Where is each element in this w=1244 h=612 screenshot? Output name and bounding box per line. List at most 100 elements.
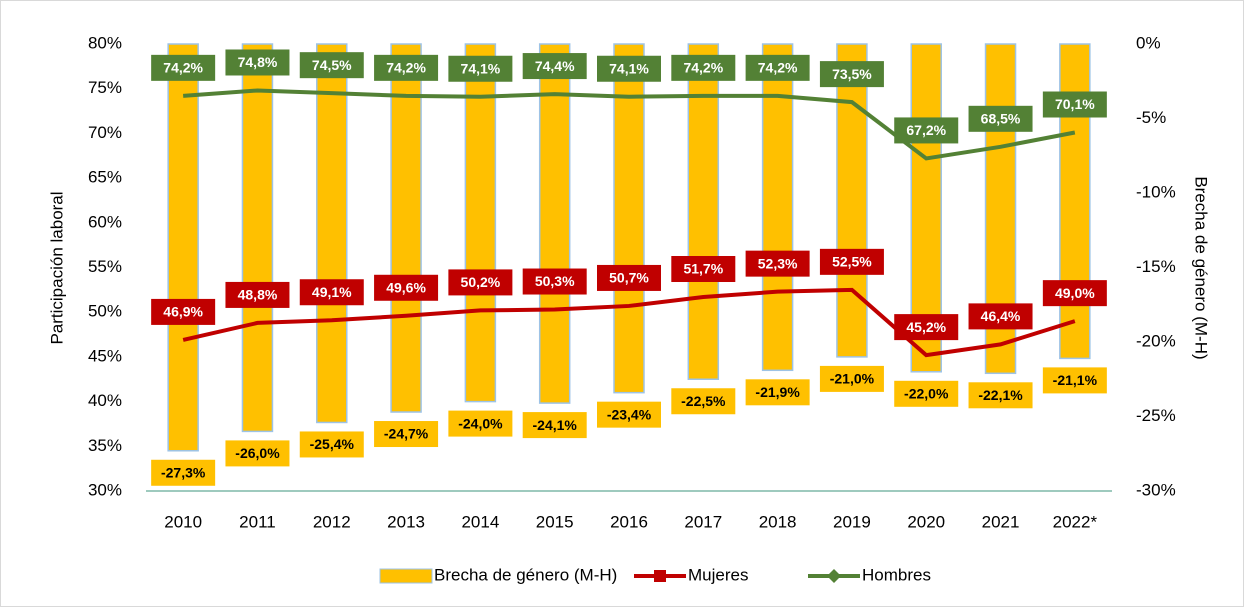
y-tick-label: 75% [88,78,122,97]
y-tick-label: 60% [88,212,122,231]
y2-axis-title: Brecha de género (M-H) [1192,176,1211,359]
data-label-box [522,53,587,80]
x-tick-label: 2017 [684,512,722,531]
data-label-box [151,54,216,81]
data-label: 46,9% [163,304,203,320]
data-label: 74,5% [312,57,352,73]
data-label: 73,5% [832,66,872,82]
bar [390,43,422,413]
y-tick-label: 65% [88,168,122,187]
bar [316,43,348,424]
legend-swatch [379,568,433,584]
data-label-box [968,382,1033,409]
data-label: -21,0% [830,371,875,387]
data-label: 46,4% [981,308,1021,324]
data-label-box [819,248,884,275]
y-tick-label: 70% [88,123,122,142]
data-label-box [597,401,661,428]
data-label: -24,0% [458,415,503,431]
data-label-box [597,264,661,291]
y-tick-label: 45% [88,346,122,365]
data-label: 50,7% [609,270,649,286]
y2-tick-label: -15% [1136,257,1176,276]
line [183,88,1076,161]
data-label-box [894,117,959,144]
data-label-box [225,49,290,76]
data-label-box [745,54,810,81]
bar [613,43,645,394]
data-label: -22,0% [904,386,949,402]
y2-tick-label: -20% [1136,331,1176,350]
data-label: 74,4% [535,58,575,74]
data-label-box [448,410,513,437]
data-label-box [1042,280,1107,307]
bar [241,43,274,433]
data-label-box [597,55,661,82]
data-label: -24,7% [384,426,429,442]
data-label: 68,5% [981,111,1021,127]
data-label-box [374,54,439,81]
data-label: 74,1% [461,60,501,76]
x-tick-label: 2012 [313,512,351,531]
data-label: 52,3% [758,255,798,271]
y2-tick-label: 0% [1136,33,1161,52]
bar [836,43,868,358]
data-label: 49,0% [1055,285,1095,301]
data-label-box [299,52,364,79]
data-label-box [299,431,364,458]
data-label: 74,2% [386,60,426,76]
data-label-box [225,281,290,308]
data-label-box [448,269,513,296]
data-label-box [894,380,959,407]
data-label-box [745,250,810,277]
data-label-box [522,268,587,295]
data-label-box [671,388,736,415]
y2-tick-label: -30% [1136,480,1176,499]
data-label: 52,5% [832,254,872,270]
data-label: 49,1% [312,284,352,300]
x-tick-label: 2014 [461,512,499,531]
data-label: 51,7% [683,261,723,277]
legend-marker [654,570,666,582]
data-label-box [522,412,587,439]
legend-label: Mujeres [688,565,748,584]
legend-label: Brecha de género (M-H) [434,565,617,584]
data-label: 50,3% [535,273,575,289]
y-tick-label: 30% [88,480,122,499]
legend-marker [827,569,841,583]
y2-tick-label: -10% [1136,182,1176,201]
x-tick-label: 2013 [387,512,425,531]
bar [687,43,720,380]
data-label: -22,5% [681,393,726,409]
line [182,287,1076,358]
data-label: 74,1% [609,60,649,76]
bar [167,43,199,452]
data-label: 67,2% [906,122,946,138]
data-label-box [1042,367,1107,394]
bar [538,43,571,404]
y-tick-label: 55% [88,257,122,276]
bar [761,43,794,372]
y-tick-label: 80% [88,33,122,52]
legend-label: Hombres [862,565,931,584]
y-tick-label: 40% [88,391,122,410]
data-label: 70,1% [1055,96,1095,112]
x-tick-label: 2020 [907,512,945,531]
data-label-box [819,61,884,88]
data-label-box [374,274,439,301]
data-label-box [1042,91,1107,118]
y2-tick-label: -25% [1136,406,1176,425]
data-label: -21,1% [1053,372,1098,388]
data-label-box [225,440,290,467]
data-label: 48,8% [238,287,278,303]
data-label-box [299,279,364,306]
data-label: 74,8% [238,54,278,70]
data-label-box [968,303,1033,330]
data-label-box [151,298,216,325]
y-axis-title: Participación laboral [47,191,66,344]
y-tick-label: 50% [88,302,122,321]
bar [1059,43,1091,360]
x-tick-label: 2019 [833,512,871,531]
data-label-box [671,54,736,81]
